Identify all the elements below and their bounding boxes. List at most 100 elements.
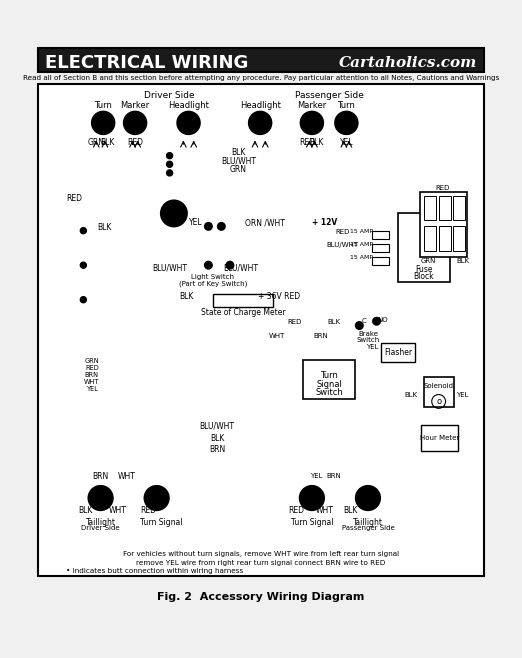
Circle shape — [356, 322, 363, 329]
Bar — [303, 360, 355, 399]
Text: remove YEL wire from right rear turn signal connect BRN wire to RED: remove YEL wire from right rear turn sig… — [136, 560, 386, 566]
Text: Signal: Signal — [316, 380, 342, 389]
Text: Switch: Switch — [315, 388, 343, 397]
Text: BRN: BRN — [85, 372, 99, 378]
Bar — [372, 231, 389, 240]
Text: BLU/WHT: BLU/WHT — [199, 421, 234, 430]
Circle shape — [92, 112, 114, 134]
Text: BLU/WHT: BLU/WHT — [221, 157, 256, 165]
Text: • Indicates butt connection within wiring harness: • Indicates butt connection within wirin… — [66, 569, 243, 574]
Text: Marker: Marker — [297, 101, 326, 110]
Text: Driver Side: Driver Side — [144, 91, 195, 100]
Bar — [372, 257, 389, 265]
Text: Passenger Side: Passenger Side — [341, 525, 394, 531]
Bar — [212, 293, 273, 307]
Text: Marker: Marker — [121, 101, 150, 110]
Text: RED: RED — [67, 194, 82, 203]
Bar — [438, 196, 450, 220]
Text: BLK: BLK — [98, 223, 112, 232]
Bar — [453, 196, 466, 220]
Text: WHT: WHT — [269, 333, 286, 339]
Text: ORN /WHT: ORN /WHT — [244, 218, 284, 228]
Text: BLK: BLK — [327, 319, 340, 325]
Text: GRN: GRN — [84, 358, 99, 364]
Circle shape — [218, 223, 225, 230]
Circle shape — [205, 262, 212, 268]
Text: RED: RED — [300, 138, 316, 147]
Text: Block: Block — [413, 272, 434, 281]
Text: Taillight: Taillight — [86, 518, 115, 526]
Bar — [398, 213, 450, 282]
Circle shape — [205, 223, 212, 230]
Circle shape — [356, 486, 380, 510]
Text: Switch: Switch — [357, 337, 379, 343]
Circle shape — [167, 161, 173, 167]
Text: BLK: BLK — [456, 258, 469, 264]
Text: 15 AMP: 15 AMP — [350, 229, 373, 234]
Circle shape — [301, 112, 323, 134]
Text: RED: RED — [85, 365, 99, 371]
Text: 15 AMP: 15 AMP — [350, 242, 373, 247]
Text: Turn: Turn — [337, 101, 355, 110]
Text: o: o — [436, 397, 441, 406]
Text: Horn: Horn — [167, 209, 185, 218]
Text: WHT: WHT — [84, 378, 99, 385]
Text: YEL: YEL — [87, 386, 99, 392]
Circle shape — [335, 112, 358, 134]
Bar — [420, 192, 467, 257]
Text: RED: RED — [436, 184, 450, 191]
Bar — [89, 138, 146, 170]
Circle shape — [373, 318, 380, 324]
Text: Turn Signal: Turn Signal — [291, 518, 333, 526]
Text: RED: RED — [127, 138, 143, 147]
Bar — [372, 243, 389, 252]
Text: BLU/WHT: BLU/WHT — [223, 263, 259, 272]
Circle shape — [89, 486, 113, 510]
Circle shape — [300, 486, 324, 510]
Text: BRN: BRN — [313, 333, 328, 339]
Text: State of Charge Meter: State of Charge Meter — [200, 308, 285, 317]
Text: 15 AMP: 15 AMP — [350, 255, 373, 260]
Text: Light Switch: Light Switch — [191, 274, 234, 280]
Text: + 12V: + 12V — [312, 218, 337, 228]
Text: Brake: Brake — [358, 331, 378, 337]
Text: RED: RED — [335, 230, 349, 236]
Text: Hour Meter: Hour Meter — [420, 435, 459, 441]
Bar — [438, 226, 450, 251]
Text: Turn: Turn — [320, 371, 338, 380]
Bar — [424, 196, 436, 220]
Text: GRN: GRN — [421, 258, 436, 264]
Text: Read all of Section B and this section before attempting any procedure. Pay part: Read all of Section B and this section b… — [23, 75, 499, 81]
Text: YEL: YEL — [310, 474, 323, 480]
Text: Headlight: Headlight — [240, 101, 281, 110]
Text: WHT: WHT — [316, 507, 334, 515]
Bar — [381, 343, 416, 362]
Text: BLK: BLK — [405, 392, 418, 397]
Text: YEL: YEL — [188, 218, 202, 228]
Text: For vehicles without turn signals, remove WHT wire from left rear turn signal: For vehicles without turn signals, remov… — [123, 551, 399, 557]
Text: GRN: GRN — [88, 138, 105, 147]
Circle shape — [167, 170, 173, 176]
Bar — [39, 48, 483, 72]
Text: Cartaholics.com: Cartaholics.com — [339, 55, 478, 70]
Text: C: C — [361, 318, 366, 324]
Text: NO: NO — [377, 316, 388, 322]
Bar — [299, 138, 355, 170]
Text: ELECTRICAL WIRING: ELECTRICAL WIRING — [44, 53, 248, 72]
Text: RED: RED — [288, 507, 304, 515]
Text: BLU/WHT: BLU/WHT — [326, 242, 358, 248]
Bar — [453, 226, 466, 251]
Text: RED: RED — [140, 507, 156, 515]
Text: WHT: WHT — [109, 507, 127, 515]
Circle shape — [249, 112, 271, 134]
Text: Taillight: Taillight — [353, 518, 383, 526]
Text: BLK: BLK — [343, 507, 358, 515]
Circle shape — [80, 297, 86, 303]
Text: BLU/WHT: BLU/WHT — [152, 263, 187, 272]
Text: BRN: BRN — [326, 474, 341, 480]
Text: Turn: Turn — [94, 101, 112, 110]
Circle shape — [124, 112, 146, 134]
Text: Passenger Side: Passenger Side — [295, 91, 363, 100]
Text: + 36V RED: + 36V RED — [258, 291, 300, 301]
Text: Headlight: Headlight — [168, 101, 209, 110]
